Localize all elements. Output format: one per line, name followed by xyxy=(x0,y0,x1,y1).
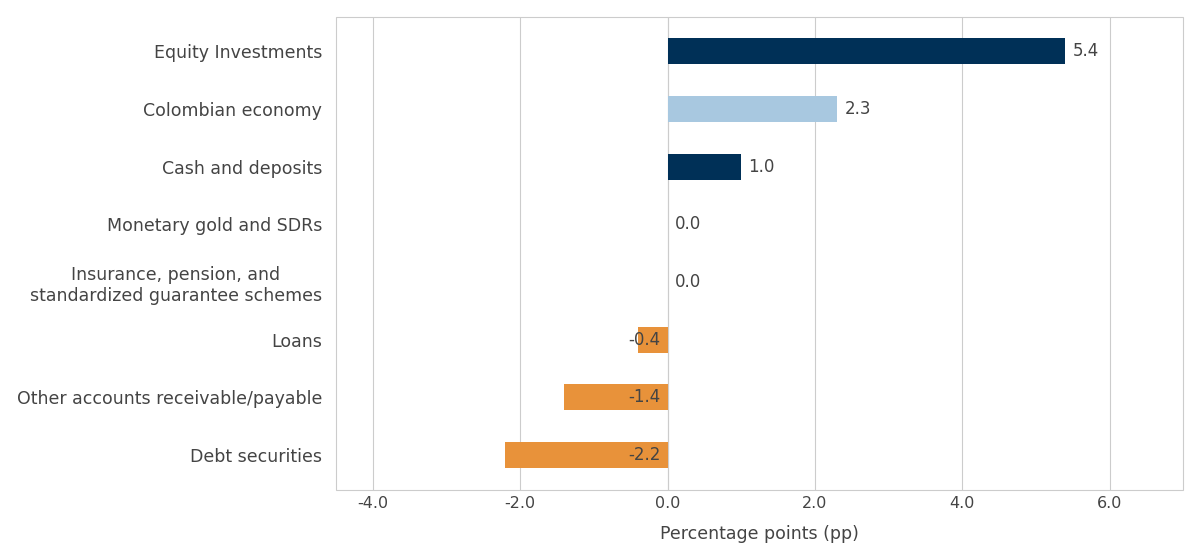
Bar xyxy=(667,96,838,122)
Text: -2.2: -2.2 xyxy=(628,446,660,464)
Text: 5.4: 5.4 xyxy=(1073,42,1099,60)
X-axis label: Percentage points (pp): Percentage points (pp) xyxy=(660,525,859,543)
Bar xyxy=(564,384,667,410)
Bar xyxy=(505,442,667,468)
Bar xyxy=(667,153,742,180)
Bar xyxy=(667,38,1066,64)
Text: -0.4: -0.4 xyxy=(628,330,660,349)
Text: 1.0: 1.0 xyxy=(749,157,775,175)
Text: 2.3: 2.3 xyxy=(845,100,871,118)
Text: -1.4: -1.4 xyxy=(628,388,660,407)
Text: 0.0: 0.0 xyxy=(674,215,701,233)
Text: 0.0: 0.0 xyxy=(674,273,701,291)
Bar xyxy=(638,326,667,353)
